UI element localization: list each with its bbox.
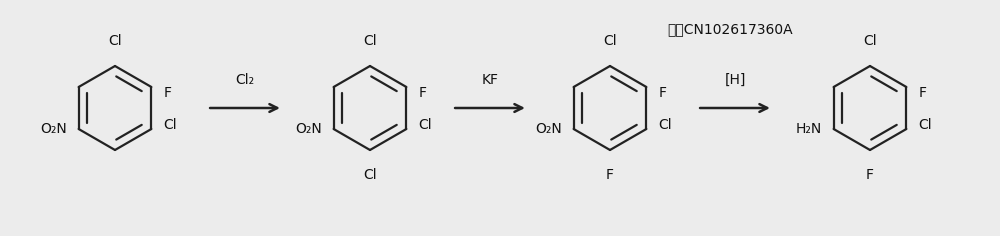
Text: Cl: Cl [918, 118, 932, 132]
Text: F: F [866, 168, 874, 182]
Text: Cl: Cl [363, 168, 377, 182]
Text: Cl: Cl [163, 118, 177, 132]
Text: O₂N: O₂N [535, 122, 562, 136]
Text: Cl: Cl [108, 34, 122, 48]
Text: Cl: Cl [658, 118, 672, 132]
Text: Cl: Cl [363, 34, 377, 48]
Text: KF: KF [482, 73, 498, 87]
Text: F: F [418, 86, 426, 100]
Text: Cl₂: Cl₂ [235, 73, 255, 87]
Text: 专利CN102617360A: 专利CN102617360A [667, 22, 793, 36]
Text: Cl: Cl [603, 34, 617, 48]
Text: Cl: Cl [863, 34, 877, 48]
Text: Cl: Cl [418, 118, 432, 132]
Text: H₂N: H₂N [795, 122, 822, 136]
Text: [H]: [H] [724, 73, 746, 87]
Text: F: F [658, 86, 666, 100]
Text: F: F [918, 86, 926, 100]
Text: O₂N: O₂N [40, 122, 67, 136]
Text: O₂N: O₂N [295, 122, 322, 136]
Text: F: F [163, 86, 171, 100]
Text: F: F [606, 168, 614, 182]
